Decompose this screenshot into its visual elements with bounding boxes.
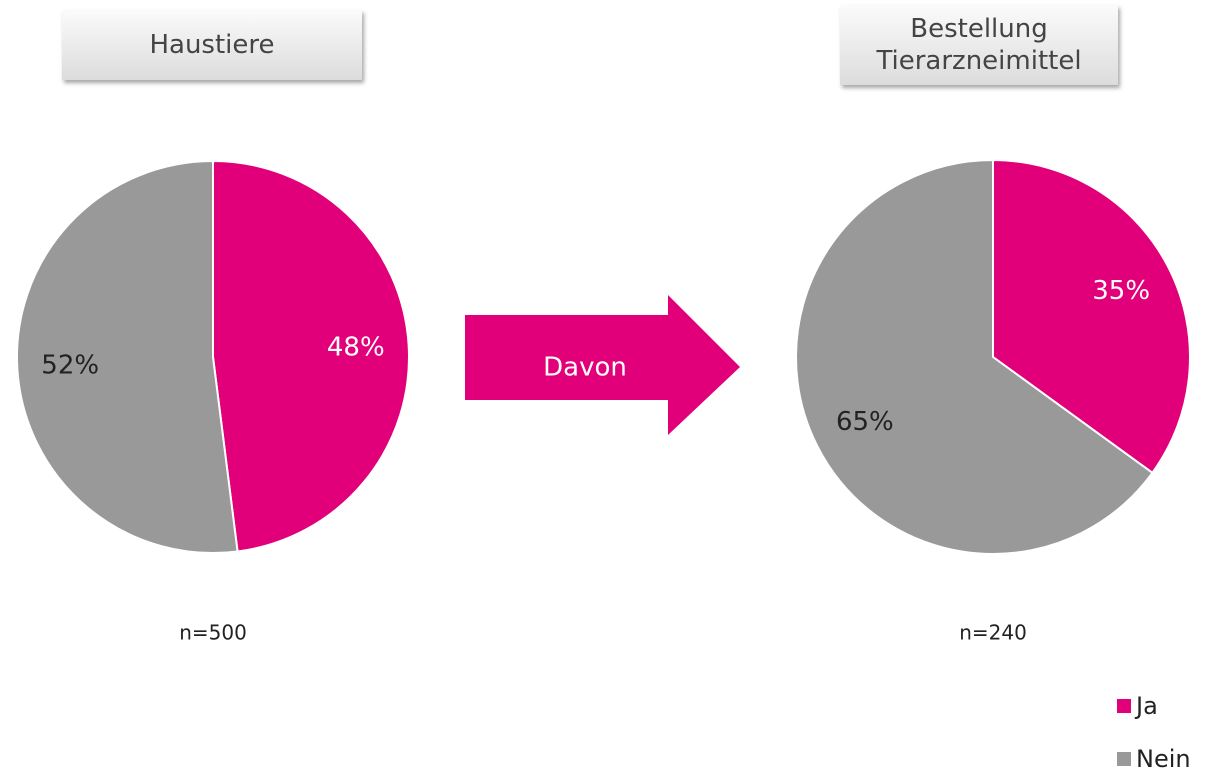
sample-size: n=500 [179,621,247,645]
data-label: 65% [836,407,894,437]
legend-label: Ja [1134,692,1158,720]
pie-slice [16,159,239,554]
pie-slice [992,158,1191,475]
pie-slice [212,159,410,553]
arrow-label: Davon [543,353,627,383]
legend-label: Nein [1136,745,1191,771]
data-label: 52% [41,350,99,380]
chart-title: Haustiere [62,10,362,80]
legend-swatch [1117,752,1131,766]
data-label: 48% [327,333,385,363]
chart-title: Bestellung Tierarzneimittel [840,5,1118,85]
data-label: 35% [1092,276,1150,306]
pie-slice [795,158,1154,555]
legend-swatch [1117,699,1131,713]
arrow [465,295,740,435]
sample-size: n=240 [959,621,1027,645]
